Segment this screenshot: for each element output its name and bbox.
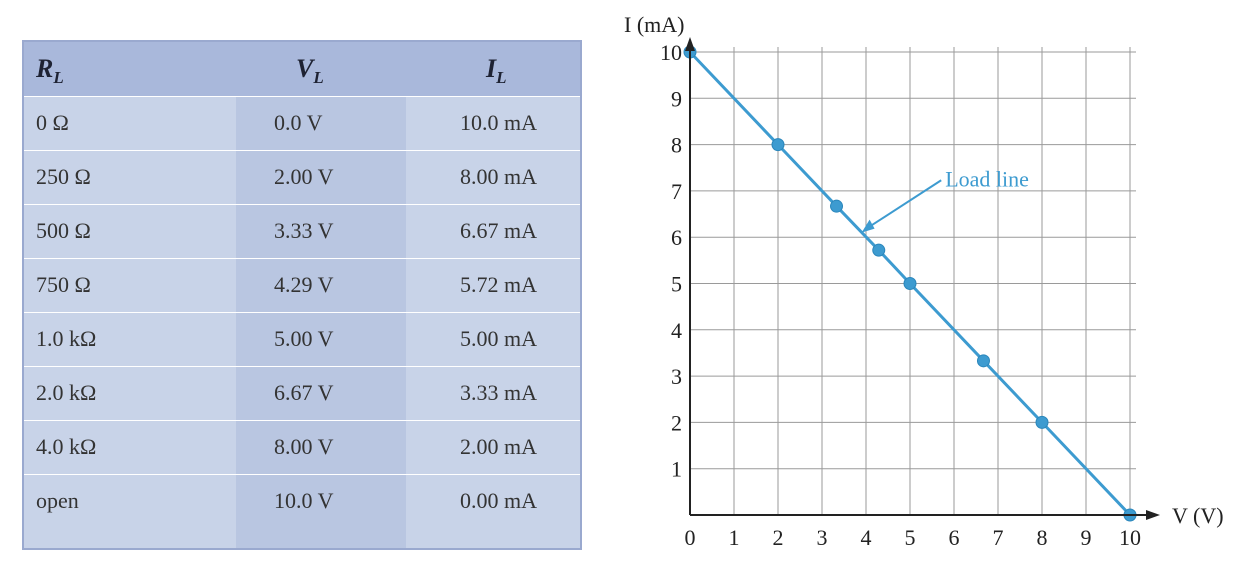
- table-cell: 3.33 V: [274, 218, 334, 243]
- table-cell: 8.00 V: [274, 434, 334, 459]
- table-row: 750 Ω 4.29 V 5.72 mA: [24, 258, 580, 313]
- x-tick-label: 10: [1119, 525, 1141, 550]
- y-tick-label: 4: [671, 318, 682, 343]
- y-axis-arrow: [685, 37, 695, 51]
- table-cell: 4.0 kΩ: [36, 434, 97, 459]
- y-tick-label: 1: [671, 457, 682, 482]
- annotation-arrow-shaft: [869, 179, 942, 228]
- annotation-group: Load line: [861, 166, 1029, 233]
- x-tick-label: 5: [905, 525, 916, 550]
- tick-labels: 0 1 2 3 4 5 6 7 8 9 10 1 2 3 4 5 6 7 8 9 10: [660, 40, 1141, 550]
- y-tick-label: 3: [671, 364, 682, 389]
- table-row: 250 Ω 2.00 V 8.00 mA: [24, 150, 580, 205]
- table-cell: open: [36, 488, 79, 513]
- x-axis-arrow: [1146, 510, 1160, 520]
- y-axis-title: I (mA): [624, 12, 684, 37]
- data-point: [830, 199, 844, 213]
- x-tick-label: 6: [949, 525, 960, 550]
- x-tick-label: 4: [861, 525, 872, 550]
- data-point: [872, 243, 886, 257]
- data-point: [1035, 415, 1049, 429]
- data-point: [903, 277, 917, 290]
- y-tick-label: 5: [671, 272, 682, 297]
- x-tick-label: 1: [729, 525, 740, 550]
- table-row: 4.0 kΩ 8.00 V 2.00 mA: [24, 420, 580, 475]
- table-row: 0 Ω 0.0 V 10.0 mA: [24, 96, 580, 151]
- x-tick-label: 3: [817, 525, 828, 550]
- load-line: [688, 50, 1132, 517]
- table-cell: 2.00 mA: [460, 434, 537, 459]
- table-cell: 6.67 V: [274, 380, 334, 405]
- table-cell: 3.33 mA: [460, 380, 537, 405]
- table-cell: 750 Ω: [36, 272, 91, 297]
- annotation-arrow-head: [861, 219, 875, 233]
- header-rl: RL: [36, 54, 64, 87]
- x-tick-label: 9: [1081, 525, 1092, 550]
- grid: [690, 47, 1136, 515]
- table-cell: 250 Ω: [36, 164, 91, 189]
- y-tick-label: 9: [671, 86, 682, 111]
- table-cell: 2.0 kΩ: [36, 380, 97, 405]
- data-table: RL VL IL 0 Ω 0.0 V 10.0 mA 250 Ω 2.00 V …: [22, 40, 582, 550]
- table-cell: 0 Ω: [36, 110, 69, 135]
- y-tick-label: 2: [671, 410, 682, 435]
- annotation-label: Load line: [945, 166, 1029, 191]
- table-cell: 500 Ω: [36, 218, 91, 243]
- x-tick-label: 0: [685, 525, 696, 550]
- table-cell: 1.0 kΩ: [36, 326, 97, 351]
- data-point: [771, 138, 785, 152]
- x-axis-title: V (V): [1172, 503, 1224, 528]
- table-header-row: RL VL IL: [24, 42, 580, 97]
- load-line-chart: 0 1 2 3 4 5 6 7 8 9 10 1 2 3 4 5 6 7 8 9 10 I (mA) V (V) Loa…: [624, 12, 1224, 550]
- table-cell: 10.0 V: [274, 488, 334, 513]
- table-row: 2.0 kΩ 6.67 V 3.33 mA: [24, 366, 580, 421]
- table-cell: 8.00 mA: [460, 164, 537, 189]
- table-cell: 0.0 V: [274, 110, 323, 135]
- table-cell: 10.0 mA: [460, 110, 537, 135]
- x-tick-label: 8: [1037, 525, 1048, 550]
- table-cell: 5.72 mA: [460, 272, 537, 297]
- axes: [685, 37, 1160, 520]
- table-cell: 5.00 V: [274, 326, 334, 351]
- y-tick-label: 7: [671, 179, 682, 204]
- x-tick-label: 7: [993, 525, 1004, 550]
- table-cell: 0.00 mA: [460, 488, 537, 513]
- table-cell: 4.29 V: [274, 272, 334, 297]
- table-row: 500 Ω 3.33 V 6.67 mA: [24, 204, 580, 259]
- table-cell: 2.00 V: [274, 164, 334, 189]
- header-il: IL: [486, 54, 507, 87]
- table-row: 1.0 kΩ 5.00 V 5.00 mA: [24, 312, 580, 367]
- header-vl: VL: [296, 54, 324, 87]
- y-tick-label: 10: [660, 40, 682, 65]
- y-tick-label: 8: [671, 133, 682, 158]
- x-tick-label: 2: [773, 525, 784, 550]
- y-tick-label: 6: [671, 225, 682, 250]
- table-row: open 10.0 V 0.00 mA: [24, 474, 580, 528]
- data-point: [976, 354, 990, 368]
- table-cell: 6.67 mA: [460, 218, 537, 243]
- table-cell: 5.00 mA: [460, 326, 537, 351]
